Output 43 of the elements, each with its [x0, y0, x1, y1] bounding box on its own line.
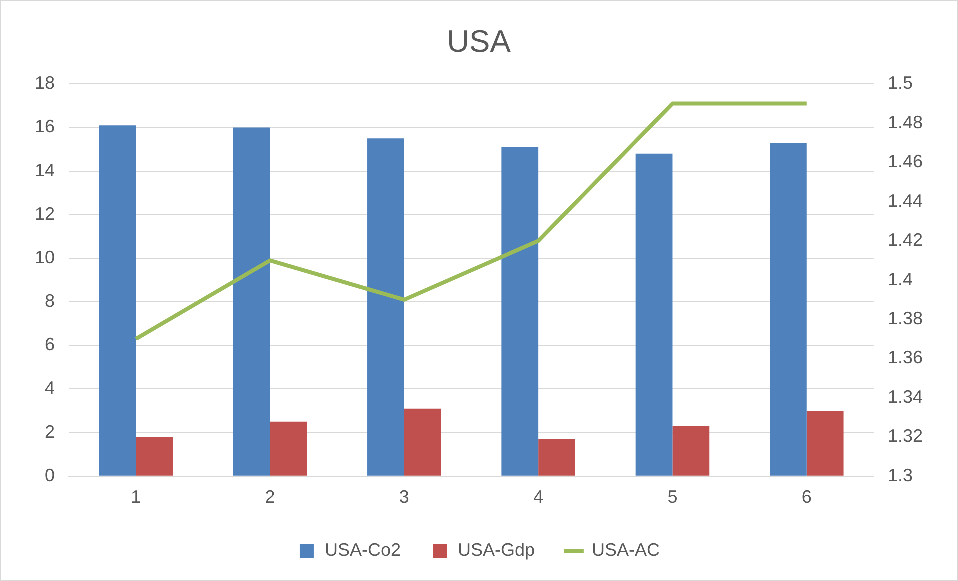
legend-label: USA-AC — [592, 540, 660, 560]
bar — [233, 128, 270, 476]
y-tick-label: 10 — [34, 247, 56, 268]
legend-label: USA-Co2 — [324, 540, 401, 560]
y-tick-label: 8 — [45, 291, 56, 312]
bar — [368, 138, 404, 476]
y-tick-label: 0 — [45, 465, 56, 486]
bar — [806, 411, 844, 476]
y2-tick-label: 1.42 — [888, 230, 924, 250]
x-tick-label: 1 — [131, 487, 142, 508]
bar — [672, 426, 710, 476]
y2-tick-label: 1.48 — [888, 112, 924, 132]
x-tick-label: 2 — [265, 487, 276, 508]
y2-tick-label: 1.36 — [888, 348, 924, 368]
bar — [270, 422, 308, 476]
bar — [99, 126, 136, 476]
y2-tick-label: 1.44 — [888, 190, 924, 211]
y2-tick-label: 1.46 — [888, 152, 924, 172]
y2-tick-label: 1.32 — [888, 426, 924, 446]
y2-tick-label: 1.38 — [888, 308, 924, 328]
x-tick-label: 5 — [668, 487, 678, 508]
y-tick-label: 2 — [45, 422, 56, 442]
y2-tick-label: 1.5 — [888, 73, 913, 94]
bar — [502, 147, 539, 476]
x-tick-label: 6 — [802, 487, 812, 508]
legend-label: USA-Gdp — [458, 540, 536, 560]
y2-tick-label: 1.4 — [888, 269, 913, 290]
x-tick-label: 3 — [399, 487, 410, 508]
y-tick-label: 14 — [34, 160, 56, 180]
y-tick-label: 18 — [34, 73, 56, 94]
y2-tick-label: 1.3 — [888, 465, 913, 486]
y-tick-label: 16 — [34, 116, 56, 137]
y-tick-label: 12 — [34, 204, 56, 224]
bar — [636, 154, 673, 476]
bar — [538, 439, 576, 476]
x-tick-label: 4 — [534, 487, 544, 508]
y-tick-label: 6 — [45, 334, 56, 355]
bar — [136, 437, 173, 476]
y2-tick-label: 1.34 — [888, 386, 924, 407]
bar — [404, 408, 442, 476]
y-tick-label: 4 — [45, 378, 56, 398]
bar — [770, 143, 807, 476]
chart-title: USA — [447, 24, 512, 60]
